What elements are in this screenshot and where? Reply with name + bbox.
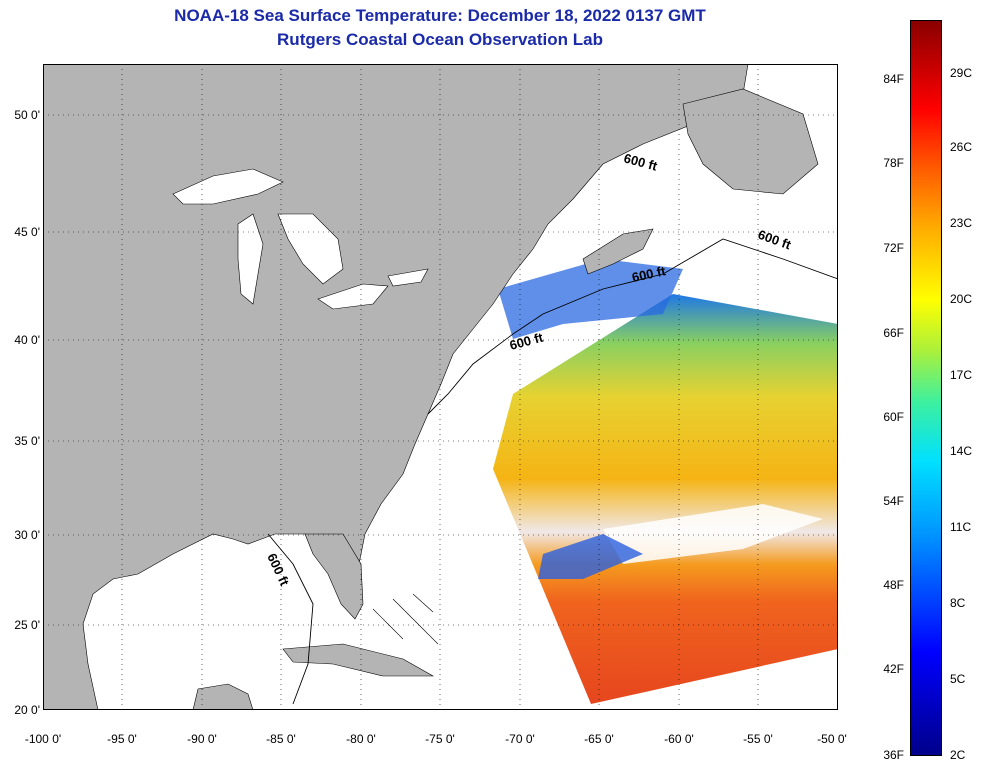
- lat-label: 40 0': [14, 333, 40, 347]
- colorbar-c-label: 8C: [950, 596, 966, 610]
- map-frame: [43, 64, 838, 710]
- cold-patch-north: [498, 259, 683, 339]
- lon-label: -75 0': [425, 732, 455, 746]
- colorbar-f-label: 48F: [883, 578, 904, 592]
- lon-label: -80 0': [346, 732, 376, 746]
- sst-swath: [493, 294, 838, 704]
- colorbar-f-label: 78F: [883, 156, 904, 170]
- lat-label: 25 0': [14, 618, 40, 632]
- yucatan-land: [192, 683, 254, 710]
- lon-label: -60 0': [664, 732, 694, 746]
- colorbar-f-label: 54F: [883, 494, 904, 508]
- colorbar-c-label: 29C: [950, 66, 973, 80]
- colorbar-c-label: 11C: [950, 520, 972, 534]
- nova-scotia-land: [582, 228, 654, 275]
- colorbar-f-label: 66F: [883, 326, 904, 340]
- colorbar-c-label: 5C: [950, 672, 966, 686]
- lon-label: -85 0': [266, 732, 296, 746]
- lat-label: 45 0': [14, 225, 40, 239]
- map-title: NOAA-18 Sea Surface Temperature: Decembe…: [174, 6, 706, 25]
- colorbar-f-label: 42F: [883, 662, 904, 676]
- colorbar-f-label: 84F: [883, 72, 904, 86]
- lat-label: 30 0': [14, 528, 40, 542]
- bahamas-islands: [372, 593, 439, 645]
- map-subtitle: Rutgers Coastal Ocean Observation Lab: [277, 30, 603, 49]
- lon-label: -65 0': [584, 732, 614, 746]
- colorbar-c-label: 23C: [950, 216, 973, 230]
- cold-patch-south: [538, 534, 643, 579]
- cloud-band: [603, 504, 823, 564]
- lon-label: -100 0': [24, 732, 62, 746]
- lon-label: -55 0': [743, 732, 773, 746]
- great-lakes: [172, 168, 429, 310]
- colorbar-c-label: 14C: [950, 444, 973, 458]
- lon-label: -50 0': [817, 732, 847, 746]
- cuba-land: [282, 643, 435, 677]
- lon-label: -95 0': [107, 732, 137, 746]
- colorbar-f-label: 36F: [883, 748, 904, 762]
- colorbar-f-label: 60F: [883, 410, 904, 424]
- temperature-colorbar: [910, 20, 942, 756]
- contour-label: 600 ft: [631, 263, 668, 285]
- colorbar-c-label: 20C: [950, 292, 973, 306]
- lon-label: -90 0': [187, 732, 217, 746]
- colorbar-c-label: 2C: [950, 748, 966, 762]
- lat-label: 50 0': [14, 108, 40, 122]
- north-america-land: [43, 64, 749, 710]
- lat-label: 35 0': [14, 434, 40, 448]
- depth-contour: [267, 238, 838, 705]
- colorbar-c-label: 26C: [950, 140, 973, 154]
- colorbar-c-label: 17C: [950, 368, 973, 382]
- lat-label: 20 0': [14, 703, 40, 717]
- sst-map: 600 ft 600 ft 600 ft 600 ft 600 ft: [43, 64, 838, 710]
- colorbar-f-label: 72F: [883, 241, 904, 255]
- lon-label: -70 0': [505, 732, 535, 746]
- newfoundland-land: [682, 88, 819, 195]
- florida-land: [304, 533, 364, 620]
